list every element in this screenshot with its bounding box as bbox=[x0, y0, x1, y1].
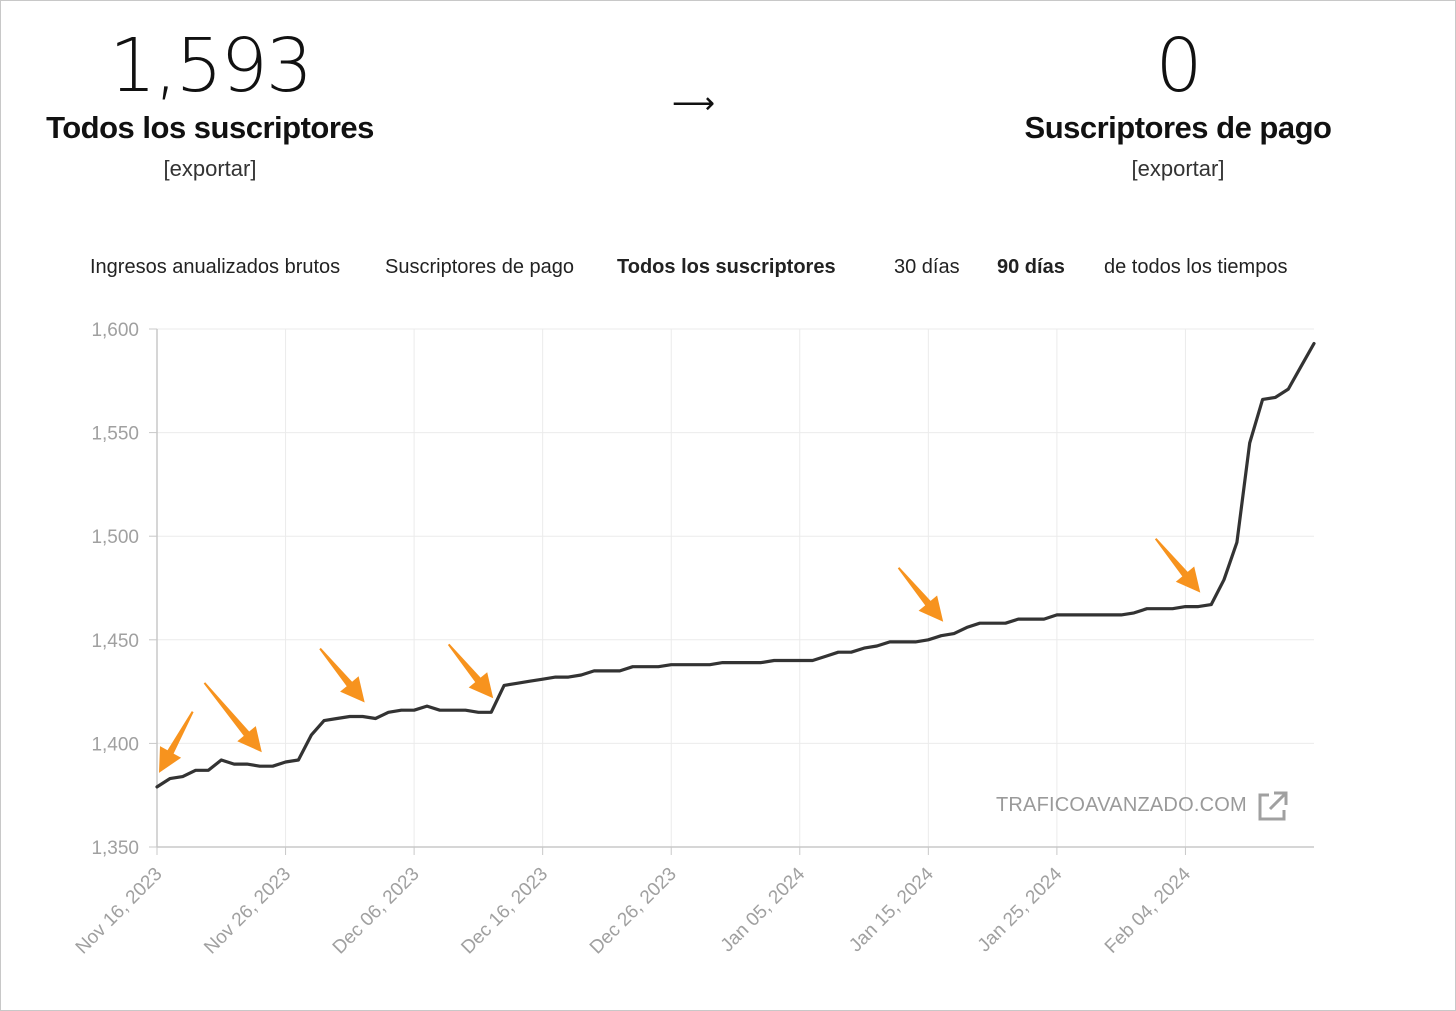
all-subscribers-summary: 1,593 Todos los suscriptores [exportar] bbox=[40, 18, 380, 182]
annotation-arrow-icon bbox=[319, 647, 365, 703]
chart-series bbox=[155, 341, 1316, 789]
y-tick-label: 1,400 bbox=[91, 734, 139, 755]
chart-tabs: Ingresos anualizados brutos Suscriptores… bbox=[0, 256, 1456, 286]
all-subscribers-series-line bbox=[155, 341, 1316, 789]
export-all-subscribers-link[interactable]: [exportar] bbox=[163, 156, 257, 181]
x-tick-label: Jan 25, 2024 bbox=[974, 863, 1067, 956]
tab-gross-annualized-revenue[interactable]: Ingresos anualizados brutos bbox=[90, 256, 341, 278]
chart-annotations bbox=[159, 538, 1201, 773]
annotation-arrow-icon bbox=[447, 643, 494, 699]
y-tick-label: 1,550 bbox=[91, 424, 139, 445]
tab-30-days[interactable]: 30 días bbox=[894, 256, 960, 278]
y-tick-label: 1,450 bbox=[91, 631, 139, 652]
right-arrow-icon: ⟶ bbox=[672, 86, 716, 121]
y-tick-label: 1,500 bbox=[91, 527, 139, 548]
y-tick-label: 1,600 bbox=[91, 320, 139, 341]
tab-all-time[interactable]: de todos los tiempos bbox=[1104, 256, 1288, 278]
x-tick-label: Dec 26, 2023 bbox=[586, 864, 681, 959]
annotation-arrow-icon bbox=[203, 682, 262, 753]
annotation-arrow-icon bbox=[897, 567, 944, 622]
watermark-text: TRAFICOAVANZADO.COM bbox=[996, 794, 1247, 816]
all-subscribers-label: Todos los suscriptores bbox=[46, 110, 374, 145]
annotation-arrow-icon bbox=[159, 711, 194, 773]
paid-subscribers-count: 0 bbox=[1155, 23, 1202, 109]
chart-grid bbox=[157, 328, 1314, 848]
x-tick-label: Dec 06, 2023 bbox=[329, 864, 424, 959]
x-tick-label: Jan 05, 2024 bbox=[717, 863, 810, 956]
subscribers-line-chart: 1,350 1,400 1,450 1,500 1,550 1,600 Nov 16, 20… bbox=[72, 320, 1316, 958]
export-paid-subscribers-link[interactable]: [exportar] bbox=[1131, 156, 1225, 181]
y-tick-label: 1,350 bbox=[91, 838, 139, 859]
x-tick-label: Dec 16, 2023 bbox=[457, 864, 552, 959]
x-tick-label: Nov 26, 2023 bbox=[200, 864, 295, 959]
tab-90-days[interactable]: 90 días bbox=[997, 256, 1065, 278]
external-link-icon[interactable] bbox=[1255, 790, 1289, 824]
paid-subscribers-summary: 0 Suscriptores de pago [exportar] bbox=[1008, 18, 1348, 182]
annotation-arrow-icon bbox=[1154, 538, 1201, 593]
all-subscribers-count: 1,593 bbox=[109, 23, 313, 109]
tab-all-subscribers[interactable]: Todos los suscriptores bbox=[617, 256, 836, 278]
x-tick-label: Jan 15, 2024 bbox=[845, 863, 938, 956]
x-tick-label: Nov 16, 2023 bbox=[72, 864, 167, 959]
tab-paid-subscribers[interactable]: Suscriptores de pago bbox=[385, 256, 575, 278]
chart-axes: 1,350 1,400 1,450 1,500 1,550 1,600 Nov 16, 20… bbox=[72, 320, 1314, 958]
x-tick-label: Feb 04, 2024 bbox=[1101, 863, 1195, 957]
paid-subscribers-label: Suscriptores de pago bbox=[1024, 110, 1332, 145]
